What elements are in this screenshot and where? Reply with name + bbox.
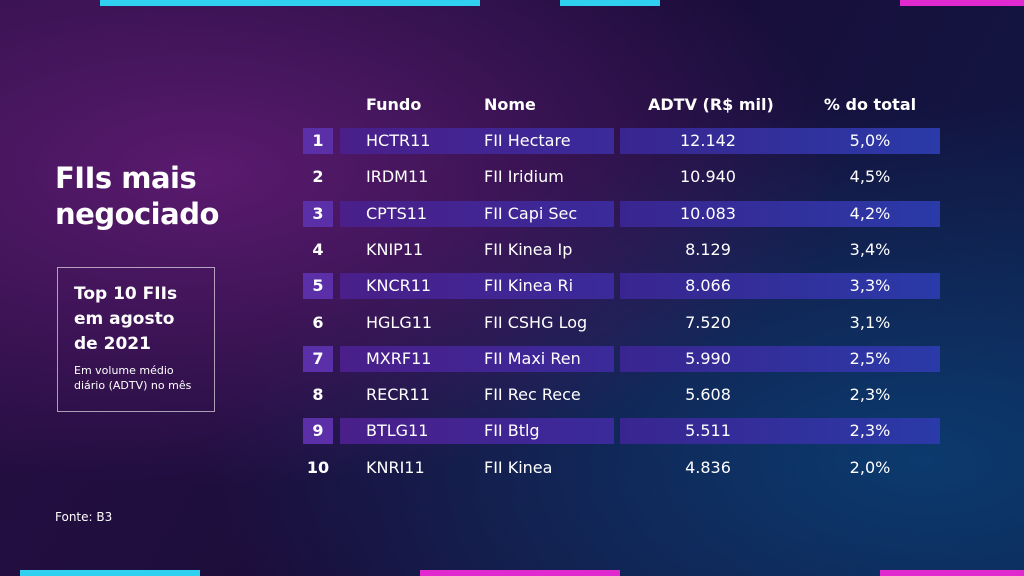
table-cell: 10.083 — [680, 203, 736, 223]
table-cell: FII CSHG Log — [484, 312, 588, 332]
table-cell: 5,0% — [849, 131, 891, 150]
rank: 5 — [312, 276, 324, 296]
table-cell: 7.520 — [685, 312, 731, 332]
row-highlight — [340, 128, 614, 154]
decor-bar — [560, 0, 660, 6]
rank: 1 — [312, 131, 324, 150]
source: Fonte: B3 — [55, 510, 113, 524]
table-cell: KNCR11 — [366, 276, 432, 296]
decor-bar — [880, 570, 1024, 576]
title: FIIs mais negociado — [55, 161, 219, 231]
decor-bar — [100, 0, 480, 6]
row-highlight — [303, 128, 333, 154]
table-cell: 2,0% — [849, 457, 891, 477]
rank: 2 — [312, 167, 324, 187]
table-cell: FII Capi Sec — [484, 203, 578, 223]
rank: 8 — [312, 385, 324, 405]
row-highlight — [303, 200, 333, 227]
rank: 6 — [312, 312, 324, 332]
row-highlight — [620, 128, 940, 154]
table-cell: 5.608 — [685, 385, 731, 405]
row-highlight — [340, 345, 614, 372]
rank: 3 — [312, 203, 324, 223]
table-cell: FII Kinea — [484, 457, 553, 477]
table-cell: 5.511 — [685, 421, 731, 441]
column-header: ADTV (R$ mil) — [648, 95, 774, 114]
table-cell: 8.066 — [685, 276, 731, 296]
table-cell: 3,4% — [849, 239, 891, 259]
rank: 9 — [312, 421, 324, 441]
table-cell: 3,1% — [849, 312, 891, 332]
row-highlight — [303, 273, 333, 300]
row-highlight — [303, 418, 333, 445]
info-box: Top 10 FIIs em agosto de 2021 Em volume … — [57, 267, 215, 412]
decor-bar — [20, 570, 200, 576]
row-highlight — [620, 200, 940, 227]
table-cell: 4,2% — [849, 203, 891, 223]
decor-bar — [900, 0, 1024, 6]
table-cell: 4.836 — [685, 457, 731, 477]
row-highlight — [620, 345, 940, 372]
row-highlight — [340, 273, 614, 300]
table-cell: 12.142 — [680, 131, 736, 150]
column-header: % do total — [823, 95, 917, 114]
table-cell: KNIP11 — [366, 239, 424, 259]
row-highlight — [340, 418, 614, 445]
table-cell: BTLG11 — [366, 421, 429, 441]
box-title: Top 10 FIIs em agosto de 2021 — [74, 284, 178, 354]
table-cell: 5.990 — [685, 348, 731, 368]
column-header: Nome — [484, 95, 536, 114]
rank: 4 — [312, 239, 324, 259]
table-cell: FII Kinea Ri — [484, 276, 574, 296]
table-cell: 2,5% — [849, 348, 891, 368]
box-subtitle: Em volume médio diário (ADTV) no mês — [74, 364, 192, 392]
table-cell: 2,3% — [849, 385, 891, 405]
table-cell: FII Iridium — [484, 167, 564, 187]
table-cell: 3,3% — [849, 276, 891, 296]
table-cell: FII Kinea Ip — [484, 239, 573, 259]
table-cell: HGLG11 — [366, 312, 433, 332]
table-cell: FII Maxi Ren — [484, 348, 581, 368]
table-cell: IRDM11 — [366, 167, 429, 187]
table-cell: FII Btlg — [484, 421, 540, 441]
row-highlight — [620, 273, 940, 300]
table-cell: 4,5% — [849, 167, 891, 187]
table-cell: 2,3% — [849, 421, 891, 441]
table-cell: 8.129 — [685, 239, 731, 259]
table-cell: MXRF11 — [366, 348, 432, 368]
table-cell: RECR11 — [366, 385, 430, 405]
table-cell: 10.940 — [680, 167, 736, 187]
table-cell: HCTR11 — [366, 131, 431, 150]
row-highlight — [620, 418, 940, 445]
table-cell: CPTS11 — [366, 203, 428, 223]
row-highlight — [340, 200, 614, 227]
table-cell: FII Rec Rece — [484, 385, 581, 405]
row-highlight — [303, 345, 333, 372]
table-cell: KNRI11 — [366, 457, 425, 477]
rank: 10 — [306, 457, 330, 477]
rank: 7 — [312, 348, 324, 368]
column-header: Fundo — [366, 95, 422, 114]
decor-bar — [420, 570, 620, 576]
table-cell: FII Hectare — [484, 131, 571, 150]
